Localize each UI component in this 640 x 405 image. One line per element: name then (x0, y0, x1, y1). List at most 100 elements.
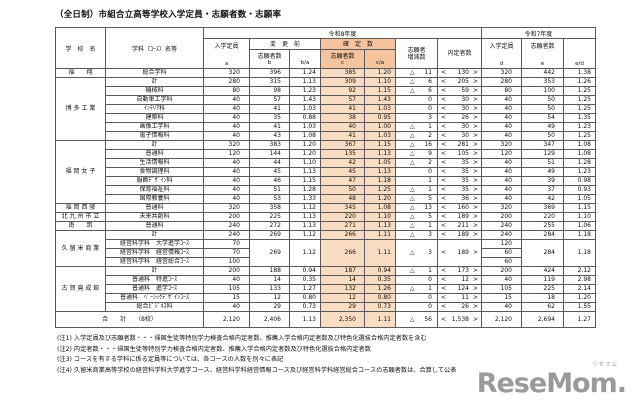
cell-ratio-ca: 1.20 (364, 194, 396, 204)
cell-ratio-ed: 1.10 (563, 212, 596, 222)
cell-capacity-a: 320 (203, 140, 250, 150)
cell-capacity-d: 40 (481, 167, 522, 177)
cell-capacity-d: 40 (481, 185, 522, 195)
cell-total-label: 合 計 （8校） (55, 311, 204, 328)
cell-capacity-a: 80 (203, 86, 250, 96)
cell-ratio-ba: 1.12 (289, 203, 321, 213)
cell-applicants-c: 92 (320, 86, 365, 96)
cell-applicants-c: 345 (320, 203, 365, 213)
header-ed: e/d (563, 38, 596, 69)
cell-naitei: <26 > (437, 302, 482, 312)
cell-capacity-a: 40 (203, 95, 250, 105)
cell-applicants-b: 383 (249, 140, 290, 150)
header-ba: b/a (289, 48, 321, 70)
cell-ratio-ed: 1.08 (563, 140, 596, 150)
table-row: 南 筑普通科 240 272 1.13 271 1.13 △ 1 <211 >240 255 1.06 (55, 221, 596, 231)
cell-ratio-ed: 2.14 (563, 284, 596, 294)
cell-applicants-b: 133 (249, 284, 290, 294)
cell-applicant-diff: △ 1 (395, 284, 438, 294)
cell-applicants-b: 53 (249, 194, 290, 204)
cell-school-name: 福 岡 西 陵 (55, 203, 106, 213)
cell-applicants-e: 42 (521, 194, 564, 204)
cell-applicants-e: 220 (521, 212, 564, 222)
cell-department: 普通科 (105, 203, 204, 213)
table-row: 普通科 120 144 1.20 135 1.13 △ 9 <105 >120 129 1.08 (56, 149, 596, 159)
cell-capacity-a: 2,120 (203, 311, 250, 328)
cell-school-name: 古 賀 竟 成 館 (55, 266, 106, 312)
cell-ratio-ed: 0.98 (563, 176, 596, 186)
cell-applicants-e: 225 (521, 284, 564, 294)
footnotes: (注1) 入学定員及び志願者数・・・帰国生徒等特別学力検査合格内定者数、推薦入学… (57, 334, 456, 376)
logo-kana-label: リセマム (591, 362, 618, 368)
cell-ratio-ba: 1.27 (289, 284, 321, 294)
cell-applicants-b: 46 (249, 176, 290, 186)
cell-ratio-ca: 1.15 (364, 86, 396, 96)
header-era-current: 令和8年度 (203, 27, 482, 39)
cell-naitei: <35 > (437, 158, 482, 168)
cell-applicant-diff: △ 13 (395, 203, 438, 213)
cell-applicants-e: 369 (521, 203, 564, 213)
header-dept: 学科（ｺｰｽ）名等 (105, 27, 204, 69)
cell-naitei: <35 > (437, 167, 482, 177)
cell-department: 計 (105, 140, 204, 150)
table-row: 生活情報科 40 44 1.10 42 1.05 △ 2 <35 >40 51 1.28 (56, 158, 596, 168)
cell-school-name: 北 九 州 市 立 (55, 212, 106, 222)
cell-applicants-c: 50 (320, 185, 365, 195)
cell-applicants-e: 54 (521, 113, 564, 123)
cell-department: 生活情報科 (105, 158, 204, 168)
cell-applicants-e: 424 (521, 266, 564, 276)
cell-applicants-b: 269 (249, 230, 290, 240)
cell-applicant-diff: 0 (395, 104, 438, 114)
cell-applicants-b: 41 (249, 122, 290, 132)
cell-capacity-a: 40 (203, 113, 250, 123)
cell-applicants-b: 12 (249, 293, 290, 303)
cell-ratio-ca: 0.94 (364, 266, 396, 276)
cell-department: 総合ﾋﾞｼﾞﾈｽ科 (105, 302, 204, 312)
cell-department: 未来共創科 (105, 212, 204, 222)
cell-capacity-d: 280 (481, 77, 522, 87)
cell-department: 経営科学科 経営情報ｺｰｽ (105, 248, 204, 258)
cell-ratio-ba: 1.12 (289, 230, 321, 240)
cell-ratio-ed: 2.98 (563, 275, 596, 285)
cell-applicant-diff: △ 5 (395, 194, 438, 204)
cell-capacity-d: 15 (481, 293, 522, 303)
cell-capacity-a: 200 (203, 266, 250, 276)
cell-department: 計 (105, 266, 204, 276)
cell-applicants-b: 57 (249, 95, 290, 105)
header-ca: c/a (364, 48, 396, 70)
header-capacity-a: 入学定員 a (203, 38, 250, 69)
cell-ratio-ca: 1.43 (364, 95, 396, 105)
cell-applicant-diff: 0 (395, 167, 438, 177)
cell-applicant-diff: 0 (395, 302, 438, 312)
cell-naitei: <124 > (437, 284, 482, 294)
cell-capacity-d: 320 (481, 140, 522, 150)
cell-applicants-b: 2,406 (249, 311, 290, 328)
cell-applicant-diff: △ 1 (395, 221, 438, 231)
cell-ratio-ca: 1.13 (364, 221, 396, 231)
table-row: 機械科 80 98 1.23 92 1.15 △ 6 <59 >80 100 1.25 (56, 86, 596, 96)
cell-school-name: 博 多 工 業 (55, 77, 106, 141)
cell-naitei: <1,538 > (437, 311, 482, 328)
cell-capacity-d: 200 (481, 212, 522, 222)
cell-capacity-d: 80 (481, 86, 522, 96)
cell-naitei: <211 > (437, 221, 482, 231)
table-row: 自動車工学科 40 57 1.43 57 1.43 0 <30 >40 50 1.25 (56, 95, 596, 105)
cell-department: 服飾ﾃﾞｻﾞｲﾝ科 (105, 176, 204, 186)
cell-department: 電子情報科 (105, 131, 204, 141)
table-row: 総合ﾋﾞｼﾞﾈｽ科 40 29 0.73 29 0.73 0 <26 >40 62 1.55 (56, 302, 596, 312)
cell-ratio-ba: 1.24 (289, 68, 321, 78)
cell-ratio-ca: 1.00 (364, 122, 396, 132)
cell-ratio-ca: 0.73 (364, 302, 396, 312)
cell-applicants-c: 42 (320, 158, 365, 168)
cell-ratio-ba: 1.12 (289, 239, 321, 267)
cell-naitei: <30 > (437, 131, 482, 141)
cell-applicants-b: 14 (249, 275, 290, 285)
cell-capacity-a: 280 (203, 77, 250, 87)
cell-applicants-e: 18 (521, 293, 564, 303)
cell-naitei: <173 > (437, 266, 482, 276)
cell-capacity-d: 60 (481, 248, 522, 258)
cell-ratio-ed: 1.38 (563, 68, 596, 78)
table-row: 建築科 40 35 0.88 38 0.95 3 <26 >40 54 1.35 (56, 113, 596, 123)
cell-applicant-diff: △ 2 (395, 131, 438, 141)
cell-capacity-a: 70 (203, 248, 250, 258)
